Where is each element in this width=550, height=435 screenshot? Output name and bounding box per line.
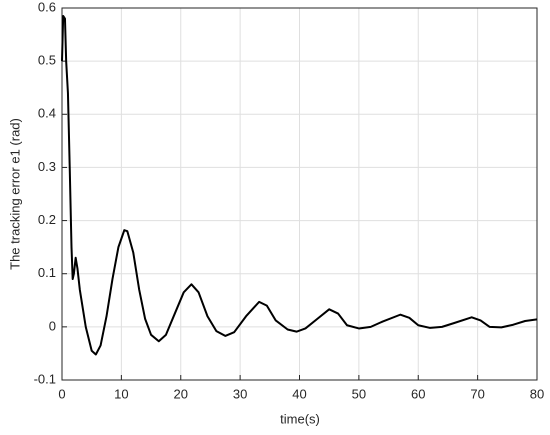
x-tick-label: 80 bbox=[530, 386, 544, 401]
x-tick-label: 0 bbox=[58, 386, 65, 401]
plot-frame bbox=[61, 7, 538, 381]
x-tick-label: 40 bbox=[292, 386, 306, 401]
y-tick-label: -0.1 bbox=[34, 371, 56, 386]
x-tick-label: 50 bbox=[352, 386, 366, 401]
y-tick-label: 0.6 bbox=[38, 0, 56, 14]
y-axis-label: The tracking error e1 (rad) bbox=[7, 118, 22, 270]
x-tick-label: 10 bbox=[114, 386, 128, 401]
x-tick-label: 30 bbox=[233, 386, 247, 401]
y-tick-label: 0.4 bbox=[38, 106, 56, 121]
y-tick-label: 0.3 bbox=[38, 159, 56, 174]
x-tick-label: 70 bbox=[470, 386, 484, 401]
y-tick-label: 0.2 bbox=[38, 212, 56, 227]
x-tick-label: 20 bbox=[174, 386, 188, 401]
x-tick-label: 60 bbox=[411, 386, 425, 401]
data-line bbox=[61, 14, 538, 356]
y-tick-label: 0.1 bbox=[38, 265, 56, 280]
y-tick-label: 0.5 bbox=[38, 53, 56, 68]
x-axis-label: time(s) bbox=[280, 411, 320, 426]
y-tick-label: 0 bbox=[49, 318, 56, 333]
